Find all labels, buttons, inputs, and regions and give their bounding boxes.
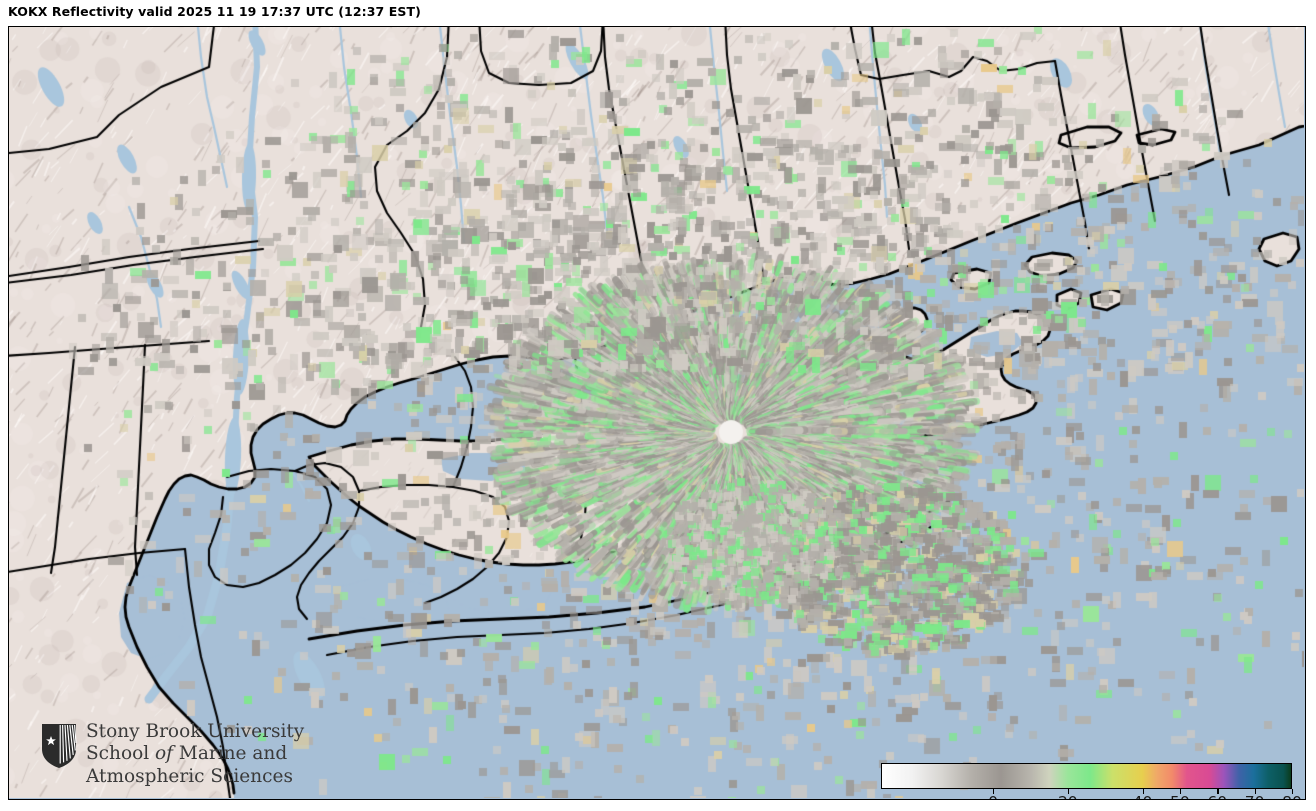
colorbar-label-80: 80	[1282, 793, 1302, 799]
colorbar-tick-70	[1254, 789, 1257, 794]
radar-map-frame[interactable]: Stony Brook University School of Marine …	[8, 26, 1306, 800]
colorbar-tick-80	[1292, 789, 1294, 794]
colorbar-label-70: 70	[1245, 793, 1265, 799]
colorbar-gradient-fill	[882, 764, 1291, 788]
radar-reflectivity-map[interactable]	[9, 27, 1304, 798]
colorbar-gradient-bar	[881, 763, 1292, 789]
colorbar-label-40: 40	[1133, 793, 1153, 799]
title-bar: KOKX Reflectivity valid 2025 11 19 17:37…	[0, 0, 1316, 25]
colorbar-label-60: 60	[1207, 793, 1227, 799]
colorbar-label-0: 0	[988, 793, 998, 799]
colorbar-tick-60	[1217, 789, 1219, 794]
colorbar-tick-40	[1142, 789, 1144, 794]
colorbar-tick-20	[1067, 789, 1070, 794]
colorbar-label-20: 20	[1058, 793, 1078, 799]
colorbar-tick-50	[1179, 789, 1182, 794]
colorbar-label-50: 50	[1170, 793, 1190, 799]
colorbar-tick-0	[993, 789, 995, 794]
colorbar-tick-labels: 0 20 40 50 60 70 80	[881, 789, 1302, 799]
reflectivity-colorbar: 0 20 40 50 60 70 80	[873, 755, 1302, 799]
page-title: KOKX Reflectivity valid 2025 11 19 17:37…	[8, 4, 421, 19]
